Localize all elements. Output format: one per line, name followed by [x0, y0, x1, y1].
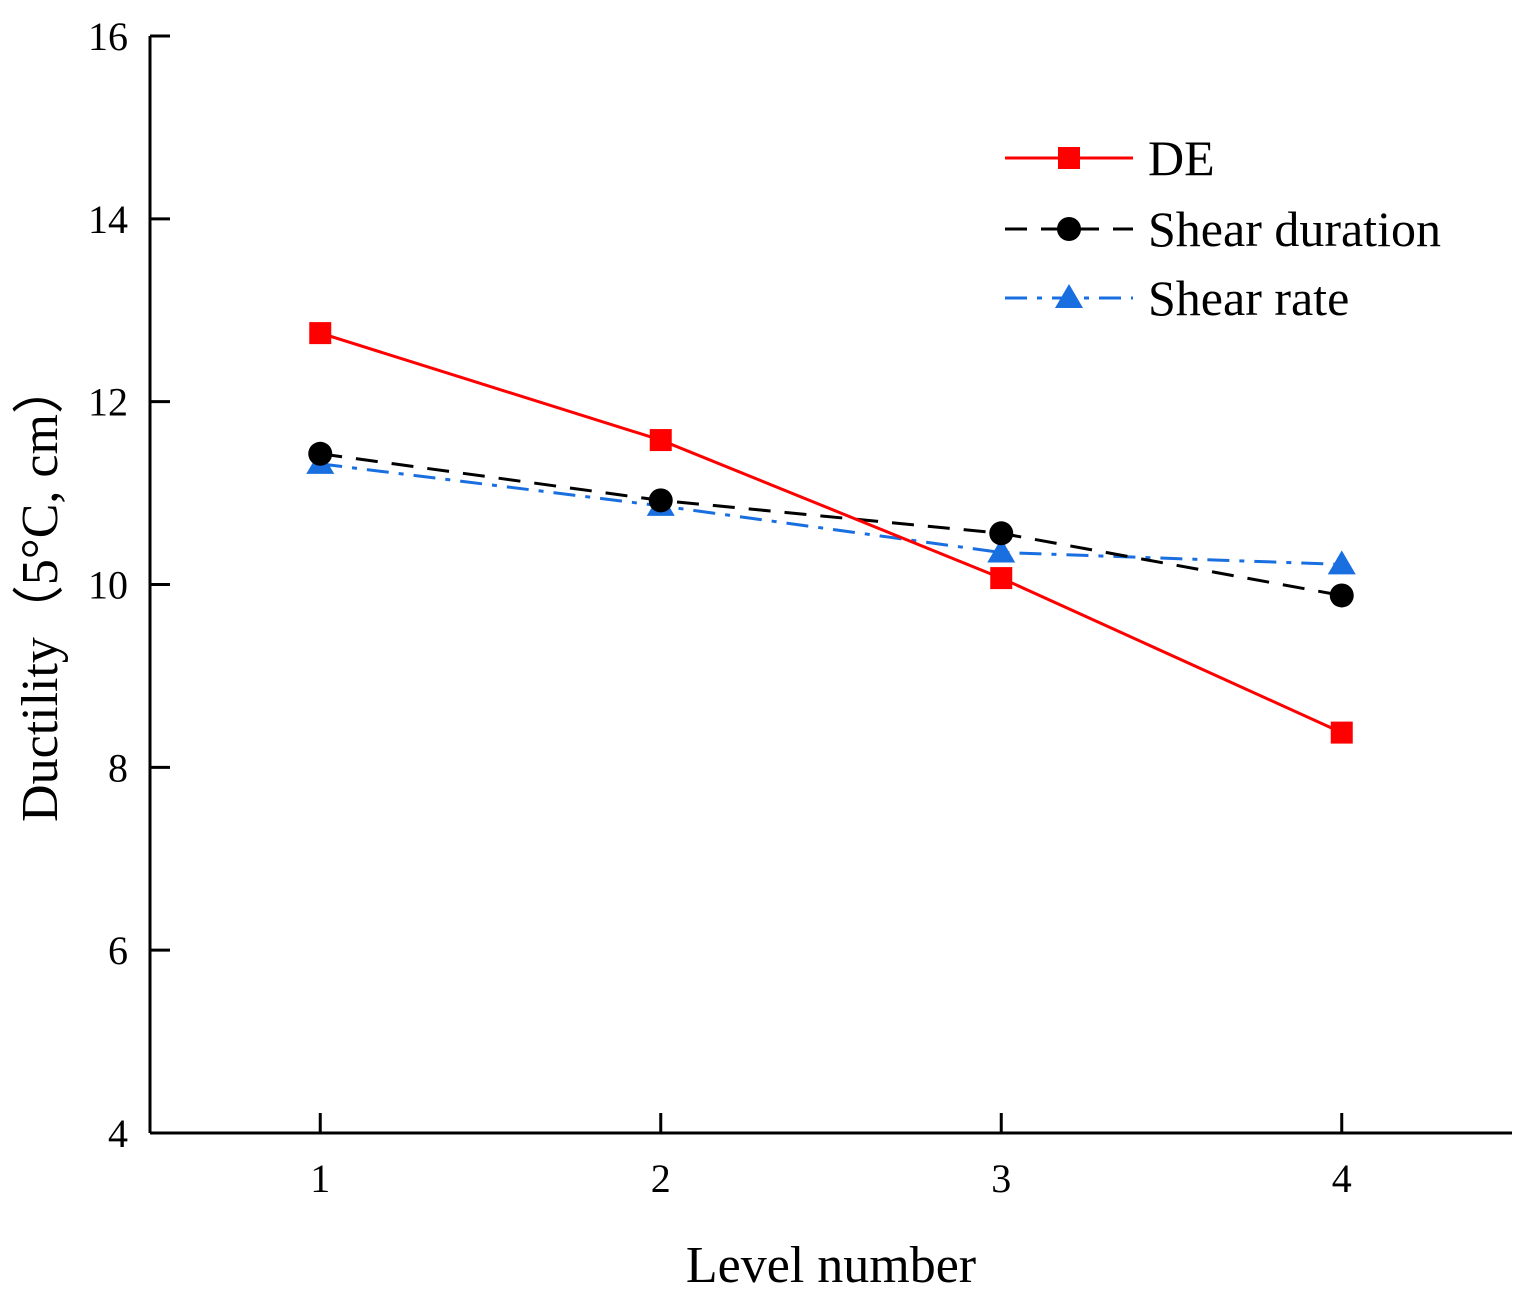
x-tick-label: 2	[651, 1156, 671, 1201]
series-de	[309, 322, 1353, 744]
legend-label: Shear duration	[1148, 201, 1441, 257]
data-point-square	[649, 429, 672, 452]
y-tick-label: 4	[108, 1111, 128, 1156]
data-point-triangle	[987, 538, 1016, 563]
data-point-triangle	[1327, 550, 1356, 575]
x-tick-label: 3	[991, 1156, 1011, 1201]
data-point-circle	[989, 521, 1014, 546]
y-tick-label: 10	[88, 563, 128, 608]
y-tick-label: 6	[108, 928, 128, 973]
legend-label: Shear rate	[1148, 270, 1349, 326]
y-tick-label: 14	[88, 197, 128, 242]
series-group	[306, 322, 1356, 744]
x-ticks: 1 2 3 4	[310, 1113, 1352, 1201]
legend: DE Shear duration Shear rate	[1005, 130, 1441, 326]
data-point-circle	[308, 441, 333, 466]
y-tick-label: 12	[88, 380, 128, 425]
series-line	[319, 331, 1343, 734]
legend-marker-circle	[1057, 217, 1081, 241]
legend-item: Shear duration	[1005, 201, 1441, 257]
y-ticks: 4 6 8 10 12 14 16	[88, 14, 170, 1156]
series-line	[320, 452, 1343, 597]
x-tick-label: 4	[1332, 1156, 1352, 1201]
legend-marker-triangle	[1055, 284, 1083, 308]
legend-marker-square	[1058, 147, 1080, 169]
y-tick-label: 8	[108, 745, 128, 790]
legend-label: DE	[1148, 130, 1215, 186]
legend-item: Shear rate	[1005, 270, 1349, 326]
x-tick-label: 1	[310, 1156, 330, 1201]
data-point-square	[1330, 721, 1353, 744]
x-axis-title: Level number	[686, 1237, 976, 1294]
data-point-square	[990, 567, 1013, 590]
legend-item: DE	[1005, 130, 1215, 186]
series-shear-duration	[308, 441, 1354, 608]
data-point-square	[309, 322, 332, 345]
y-axis-title: Ductility（5°C, cm）	[12, 362, 69, 822]
data-point-circle	[1329, 583, 1354, 608]
data-point-circle	[648, 488, 673, 513]
series-line	[320, 462, 1342, 566]
series-shear-rate	[306, 449, 1356, 575]
y-tick-label: 16	[88, 14, 128, 59]
